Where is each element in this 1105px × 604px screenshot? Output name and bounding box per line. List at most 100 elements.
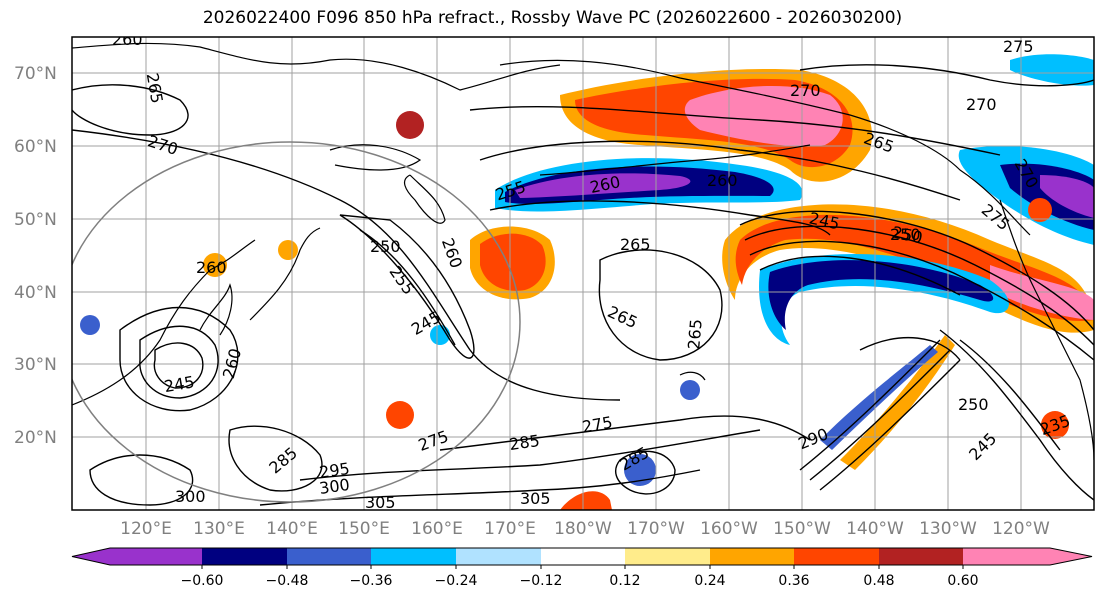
contour-line bbox=[228, 425, 323, 492]
patch bbox=[680, 380, 700, 400]
contours bbox=[72, 64, 1094, 506]
contour-line bbox=[819, 359, 961, 491]
contour-label: 305 bbox=[520, 489, 551, 508]
colorbar-tick-label: 0.48 bbox=[863, 573, 894, 589]
patch bbox=[386, 401, 414, 429]
patch bbox=[624, 454, 656, 486]
colorbar-segment bbox=[879, 548, 963, 565]
lon-label: 120°E bbox=[120, 519, 172, 539]
colorbar-segment bbox=[625, 548, 710, 565]
lat-label-50: 50°N bbox=[14, 210, 57, 230]
colorbar-tick-label: 0.36 bbox=[778, 573, 809, 589]
patch-south bbox=[560, 491, 612, 510]
colorbar-tick-label: −0.60 bbox=[181, 573, 224, 589]
contour-line bbox=[614, 450, 676, 495]
contour-line bbox=[809, 349, 951, 481]
colorbar-tick-label: −0.12 bbox=[520, 573, 563, 589]
lat-label-20: 20°N bbox=[14, 428, 57, 448]
patch-nw-blue bbox=[1010, 54, 1094, 86]
contour-line bbox=[489, 200, 831, 236]
map-frame bbox=[71, 36, 1095, 511]
contour-label: 305 bbox=[365, 493, 396, 512]
contour-line bbox=[72, 84, 189, 136]
lon-label: 130°E bbox=[193, 519, 245, 539]
contour-label: 260 bbox=[196, 258, 227, 277]
coast-china bbox=[72, 239, 256, 406]
lon-label: 140°W bbox=[846, 519, 904, 539]
colorbar-tick-label: −0.36 bbox=[350, 573, 393, 589]
colorbar-outline bbox=[71, 547, 1093, 566]
projection-outline bbox=[72, 141, 521, 503]
contour-line bbox=[749, 240, 1094, 361]
lon-label: 130°W bbox=[919, 519, 977, 539]
contour-line bbox=[744, 225, 1094, 346]
coast-hawaii bbox=[679, 371, 706, 381]
contour-label: 265 bbox=[620, 235, 651, 254]
negative-arc-east-core bbox=[768, 260, 994, 330]
colorbar-segment bbox=[456, 548, 541, 565]
map-title: 2026022400 F096 850 hPa refract., Rossby… bbox=[202, 8, 903, 28]
contour-label: 300 bbox=[318, 475, 351, 498]
lon-label: 140°E bbox=[266, 519, 318, 539]
contour-line bbox=[479, 140, 961, 201]
lon-label: 170°E bbox=[484, 519, 536, 539]
lon-label: 180°W bbox=[554, 519, 612, 539]
coast-alaska bbox=[499, 59, 1031, 236]
colorbar-segment bbox=[963, 548, 1092, 565]
contour-line bbox=[299, 429, 761, 481]
negative-band-north-peak bbox=[515, 173, 691, 198]
positive-block-north-peak bbox=[684, 85, 843, 147]
colorbar-tick-label: 0.12 bbox=[609, 573, 640, 589]
contour-label: 260 bbox=[707, 171, 738, 190]
contour-line bbox=[469, 105, 1001, 156]
coast-na-west bbox=[999, 199, 1094, 461]
lon-label: 160°E bbox=[411, 519, 463, 539]
contour-line bbox=[119, 306, 239, 412]
lon-label: 160°W bbox=[700, 519, 758, 539]
contour-line bbox=[139, 325, 219, 399]
contour-line bbox=[859, 337, 961, 361]
lat-label-40: 40°N bbox=[14, 283, 57, 303]
contour-line bbox=[959, 339, 1061, 451]
contour-line bbox=[339, 214, 475, 359]
patch bbox=[1028, 198, 1052, 222]
contour-line bbox=[939, 329, 1094, 501]
contour-line bbox=[259, 469, 701, 506]
patch bbox=[430, 325, 450, 345]
positive-blob-central-core bbox=[480, 233, 546, 291]
colorbar-segment bbox=[202, 548, 287, 565]
contour-line bbox=[439, 415, 811, 451]
contour-line bbox=[598, 249, 723, 361]
colorbar-segment bbox=[710, 548, 794, 565]
lat-label-60: 60°N bbox=[14, 137, 57, 157]
coast-japan bbox=[249, 227, 321, 321]
contour-label: 285 bbox=[508, 431, 541, 454]
contour-line bbox=[359, 229, 456, 346]
coast-asia-north bbox=[72, 42, 561, 91]
patch bbox=[396, 111, 424, 139]
contour-line bbox=[72, 129, 621, 401]
contour-label: 300 bbox=[175, 487, 206, 506]
coastlines bbox=[72, 42, 1094, 461]
lat-label-70: 70°N bbox=[14, 64, 57, 84]
colorbar-segment bbox=[287, 548, 371, 565]
coast-aleutians bbox=[539, 144, 811, 176]
coast-kamchatka bbox=[403, 174, 446, 224]
contour-label: 260 bbox=[112, 30, 143, 49]
contour-line bbox=[739, 210, 1094, 331]
colorbar-segment bbox=[541, 548, 625, 565]
latitude-labels: 70°N 60°N 50°N 40°N 30°N 20°N bbox=[14, 64, 57, 448]
contour-label: 270 bbox=[790, 81, 821, 100]
contour-label: 295 bbox=[318, 459, 351, 482]
longitude-labels: 120°E 130°E 140°E 150°E 160°E 170°E 180°… bbox=[120, 519, 1050, 539]
colorbar-ticks: −0.60 −0.48 −0.36 −0.24 −0.12 0.12 0.24 0.36 0.4… bbox=[181, 565, 979, 589]
contour-line bbox=[799, 339, 941, 471]
contour-label: 250 bbox=[370, 237, 401, 256]
colorbar-tick-label: −0.24 bbox=[435, 573, 478, 589]
patch bbox=[278, 240, 298, 260]
contour-label: 250 bbox=[958, 395, 989, 414]
contour-line bbox=[153, 342, 204, 389]
lon-label: 120°W bbox=[992, 519, 1050, 539]
contour-label: 265 bbox=[684, 318, 706, 350]
